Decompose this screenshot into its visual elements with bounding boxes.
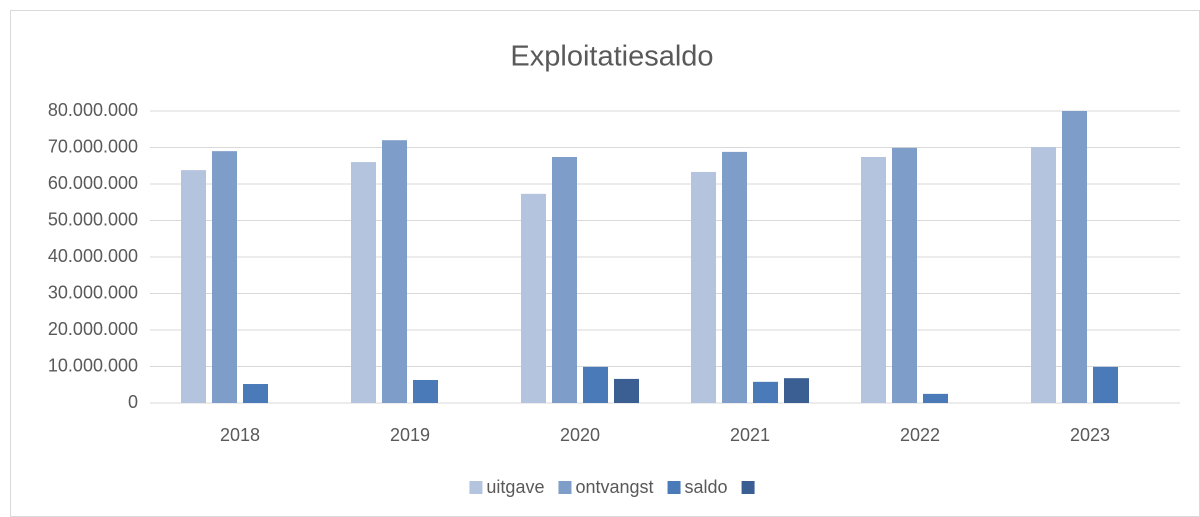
bar bbox=[1062, 111, 1087, 403]
chart-title: Exploitatiesaldo bbox=[510, 41, 713, 73]
y-tick-label: 70.000.000 bbox=[48, 136, 138, 156]
bar bbox=[212, 151, 237, 403]
bar bbox=[351, 162, 376, 403]
bar bbox=[753, 381, 778, 403]
legend-label: ontvangst bbox=[575, 477, 653, 497]
x-tick-label: 2020 bbox=[560, 425, 600, 445]
bar bbox=[784, 378, 809, 403]
y-tick-label: 0 bbox=[128, 392, 138, 412]
x-tick-label: 2021 bbox=[730, 425, 770, 445]
x-tick-label: 2023 bbox=[1070, 425, 1110, 445]
legend-swatch bbox=[558, 481, 572, 494]
bar bbox=[243, 384, 268, 403]
bar bbox=[382, 140, 407, 403]
y-tick-label: 20.000.000 bbox=[48, 319, 138, 339]
legend-label: uitgave bbox=[486, 477, 544, 497]
bar bbox=[181, 170, 206, 403]
legend-swatch bbox=[667, 481, 681, 494]
x-tick-label: 2018 bbox=[220, 425, 260, 445]
bar bbox=[583, 366, 608, 403]
y-tick-label: 30.000.000 bbox=[48, 282, 138, 302]
y-tick-label: 50.000.000 bbox=[48, 209, 138, 229]
y-tick-label: 80.000.000 bbox=[48, 100, 138, 120]
x-tick-label: 2019 bbox=[390, 425, 430, 445]
bar bbox=[1093, 366, 1118, 403]
bar bbox=[691, 171, 716, 403]
bar bbox=[521, 193, 546, 403]
legend-label: saldo bbox=[685, 477, 728, 497]
legend-swatch bbox=[469, 481, 483, 494]
legend-swatch bbox=[741, 481, 755, 494]
bar bbox=[892, 147, 917, 403]
bar bbox=[413, 380, 438, 403]
x-tick-label: 2022 bbox=[900, 425, 940, 445]
bar bbox=[614, 378, 639, 403]
bar bbox=[923, 393, 948, 403]
bar bbox=[552, 156, 577, 403]
bar bbox=[722, 151, 747, 403]
y-tick-label: 10.000.000 bbox=[48, 355, 138, 375]
y-tick-label: 60.000.000 bbox=[48, 173, 138, 193]
y-tick-label: 40.000.000 bbox=[48, 246, 138, 266]
bar bbox=[1031, 147, 1056, 403]
bar bbox=[861, 156, 886, 403]
chart-border bbox=[10, 10, 1200, 517]
